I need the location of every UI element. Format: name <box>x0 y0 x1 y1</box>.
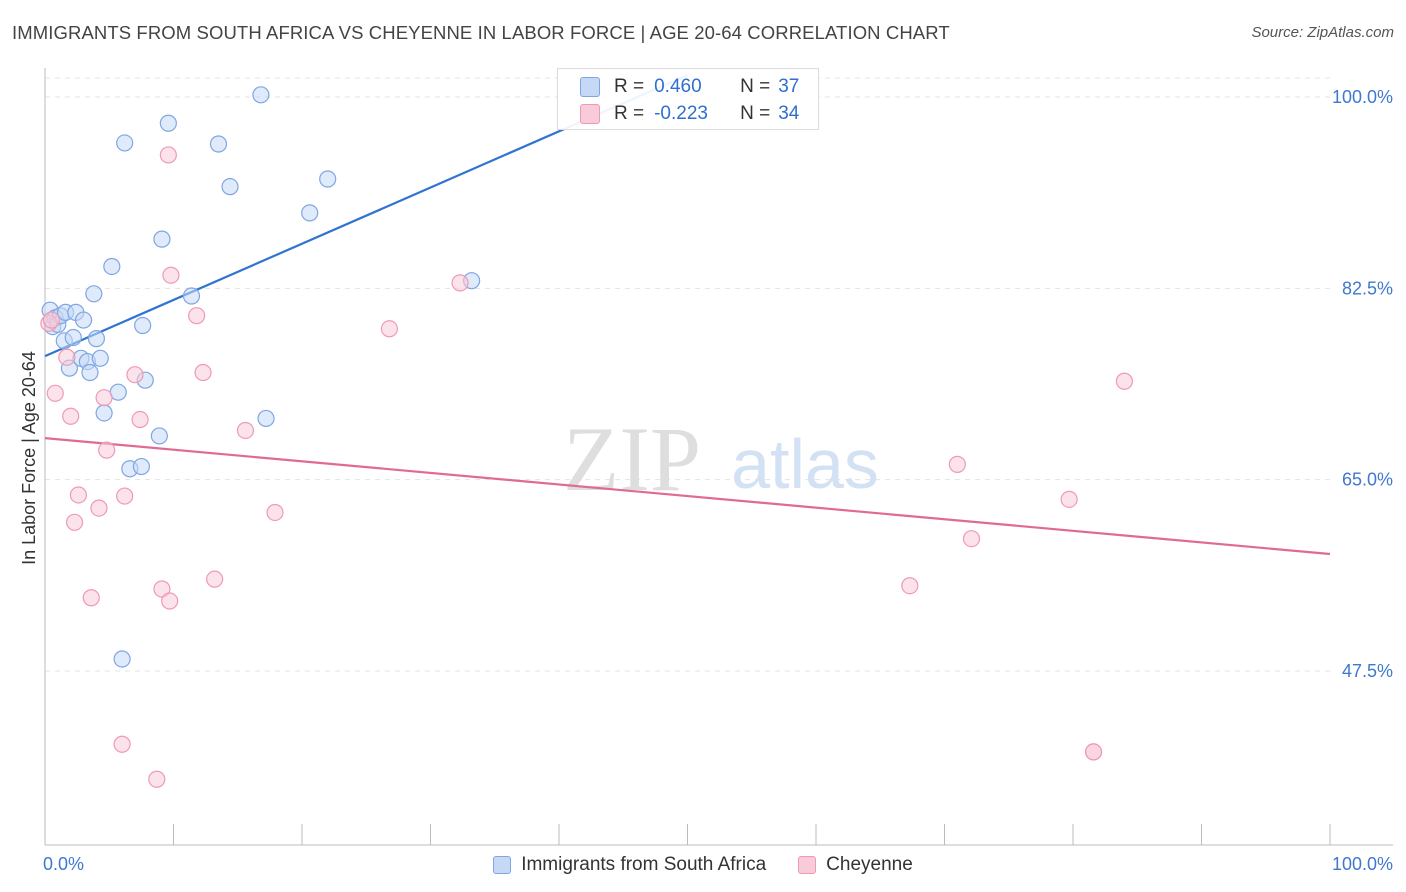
cheyenne-point <box>962 530 981 548</box>
south-africa-point <box>134 316 152 335</box>
cheyenne-point <box>62 407 80 425</box>
cheyenne-point <box>948 455 966 473</box>
legend-label-south-africa: Immigrants from South Africa <box>521 854 767 875</box>
cheyenne-point <box>161 592 179 610</box>
south-africa-point <box>150 427 168 445</box>
legend-swatch-blue <box>493 856 512 874</box>
grid-lines <box>45 77 1330 672</box>
y-axis-label: In Labor Force | Age 20-64 <box>19 351 39 565</box>
r-label: R = <box>614 103 645 124</box>
pink-swatch <box>580 104 600 124</box>
cheyenne-point <box>42 311 61 329</box>
south-africa-point <box>153 230 171 248</box>
south-africa-point <box>209 135 228 153</box>
cheyenne-point <box>1115 372 1134 390</box>
cheyenne-point <box>116 487 134 505</box>
south-africa-point <box>257 409 275 428</box>
y-tick-label: 65.0% <box>1342 470 1393 490</box>
south-africa-point <box>159 114 177 132</box>
r-value-pink: -0.223 <box>654 103 708 124</box>
tick-labels: 47.5% 65.0% 82.5% 100.0% 0.0% 100.0% <box>43 87 1393 874</box>
cheyenne-point <box>131 410 149 429</box>
cheyenne-point <box>1060 490 1078 508</box>
cheyenne-point <box>90 499 108 517</box>
bottom-legend: Immigrants from South Africa Cheyenne <box>0 848 1406 882</box>
x-tick-label-min: 0.0% <box>43 854 84 874</box>
cheyenne-point <box>82 589 100 607</box>
cheyenne-point <box>95 389 113 407</box>
south-africa-point <box>81 363 99 382</box>
data-points <box>40 86 1134 788</box>
south-africa-point <box>103 257 121 276</box>
south-africa-point <box>116 134 134 152</box>
cheyenne-point <box>1084 743 1103 761</box>
watermark: ZIP atlas <box>563 408 879 510</box>
cheyenne-point <box>188 307 206 325</box>
cheyenne-trend-line <box>44 437 1331 556</box>
cheyenne-point <box>113 735 131 753</box>
south-africa-point <box>252 86 270 104</box>
cheyenne-point <box>148 770 166 788</box>
south-africa-point <box>87 330 106 348</box>
south-africa-point <box>221 178 239 196</box>
south-africa-point <box>95 404 113 422</box>
cheyenne-point <box>65 513 84 531</box>
n-label: N = <box>740 76 771 97</box>
cheyenne-point <box>69 486 88 504</box>
stats-legend: R = 0.460 N = 37 R = -0.223 N = 34 <box>557 68 819 130</box>
r-label: R = <box>614 76 645 97</box>
n-value-pink: 34 <box>778 103 800 124</box>
south-africa-point <box>64 328 82 347</box>
stats-row-blue: R = 0.460 N = 37 <box>580 74 799 100</box>
chart-title: IMMIGRANTS FROM SOUTH AFRICA VS CHEYENNE… <box>12 22 950 43</box>
axes <box>44 68 1393 846</box>
cheyenne-point <box>266 503 284 522</box>
south-africa-point <box>74 311 93 329</box>
legend-swatch-pink <box>798 856 817 874</box>
cheyenne-point <box>236 421 255 440</box>
south-africa-point <box>113 650 131 668</box>
cheyenne-point <box>162 266 180 284</box>
n-value-blue: 37 <box>778 76 800 97</box>
cheyenne-point <box>901 577 919 595</box>
watermark-zip: ZIP <box>563 408 701 510</box>
stats-row-pink: R = -0.223 N = 34 <box>580 101 799 127</box>
south-africa-point <box>132 457 150 476</box>
source-credit: Source: ZipAtlas.com <box>1251 24 1394 41</box>
blue-swatch <box>580 77 600 97</box>
cheyenne-point <box>451 274 469 292</box>
cheyenne-point <box>380 320 398 338</box>
cheyenne-point <box>98 441 116 459</box>
legend-item-cheyenne[interactable]: Cheyenne <box>798 854 913 876</box>
cheyenne-point <box>159 146 177 164</box>
y-tick-label: 47.5% <box>1342 661 1393 681</box>
cheyenne-point <box>46 384 64 402</box>
south-africa-point <box>182 287 201 305</box>
n-label: N = <box>740 103 771 124</box>
south-africa-point <box>301 204 319 222</box>
y-tick-label: 100.0% <box>1332 87 1393 107</box>
cheyenne-point <box>58 348 76 366</box>
legend-item-south-africa[interactable]: Immigrants from South Africa <box>493 854 766 876</box>
r-value-blue: 0.460 <box>654 76 702 97</box>
x-tick-label-max: 100.0% <box>1332 854 1393 874</box>
watermark-atlas: atlas <box>731 425 879 503</box>
cheyenne-point <box>153 580 171 598</box>
cheyenne-point <box>194 363 212 382</box>
south-africa-point <box>91 349 109 367</box>
legend-label-cheyenne: Cheyenne <box>826 854 913 875</box>
south-africa-point <box>85 285 103 303</box>
cheyenne-point <box>126 366 144 384</box>
cheyenne-point <box>206 570 224 588</box>
y-tick-label: 82.5% <box>1342 278 1393 298</box>
south-africa-point <box>319 170 337 188</box>
